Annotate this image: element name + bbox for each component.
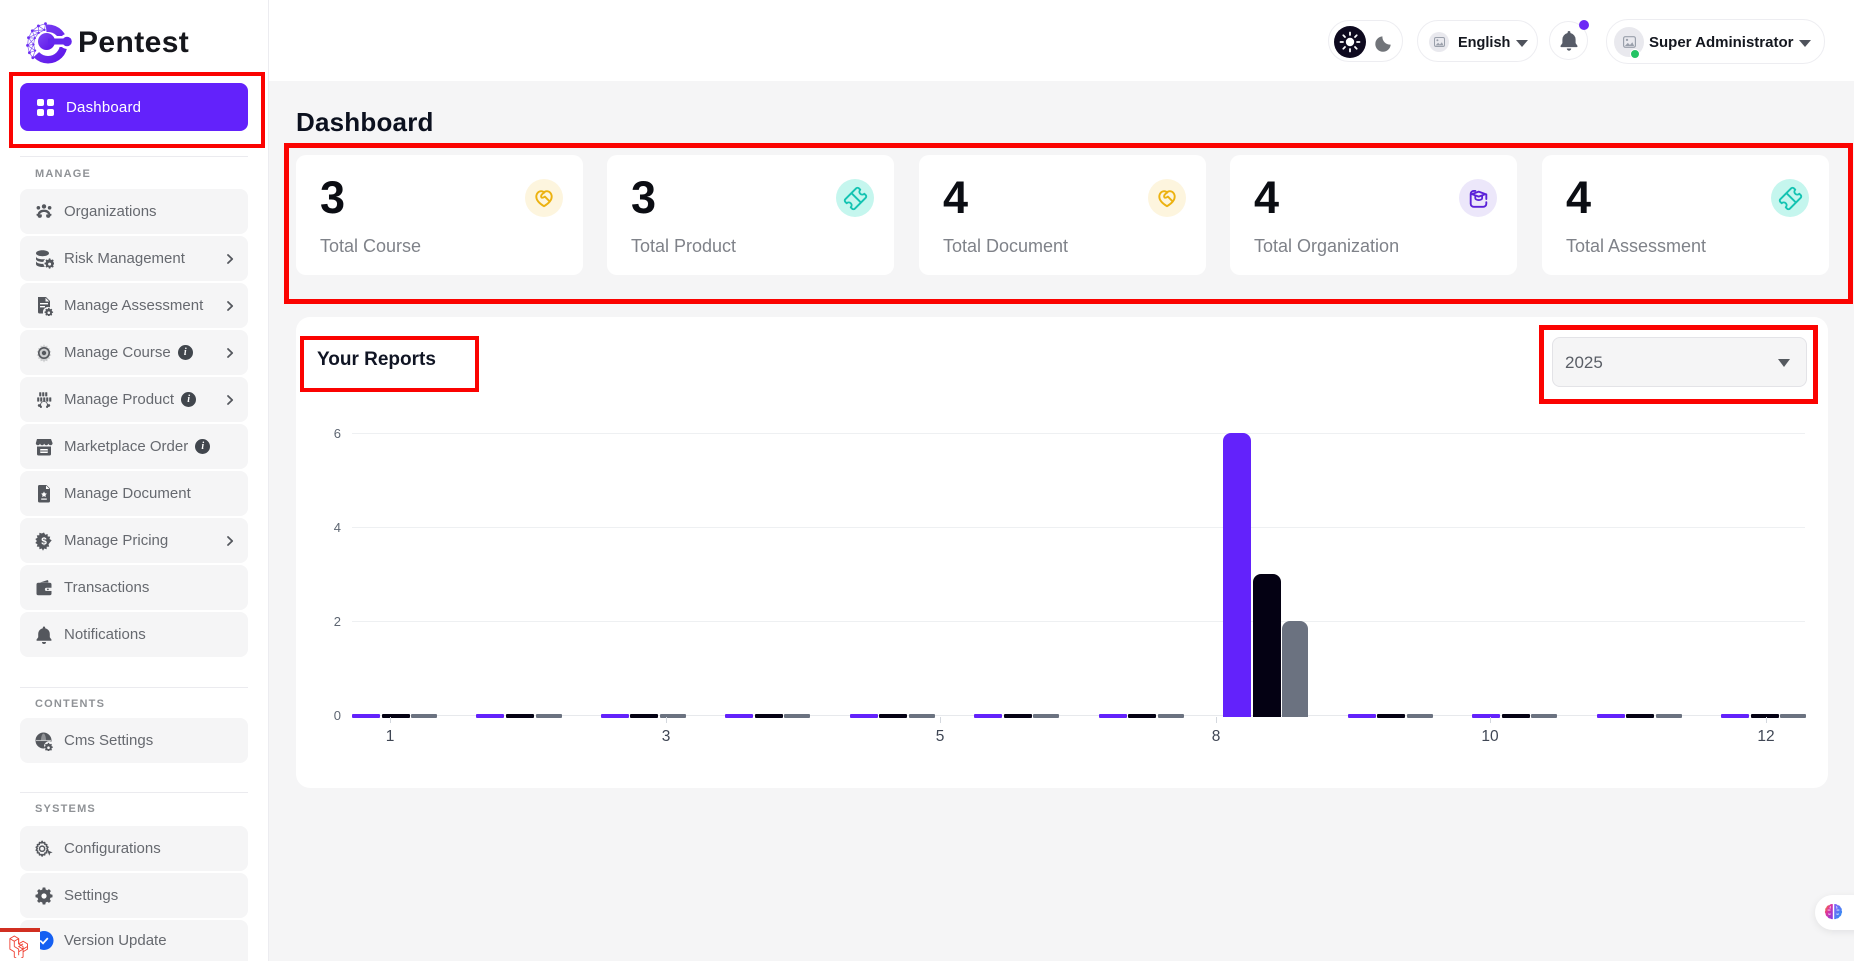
- svg-text:$: $: [41, 536, 47, 547]
- svg-text:Pentest: Pentest: [78, 26, 189, 59]
